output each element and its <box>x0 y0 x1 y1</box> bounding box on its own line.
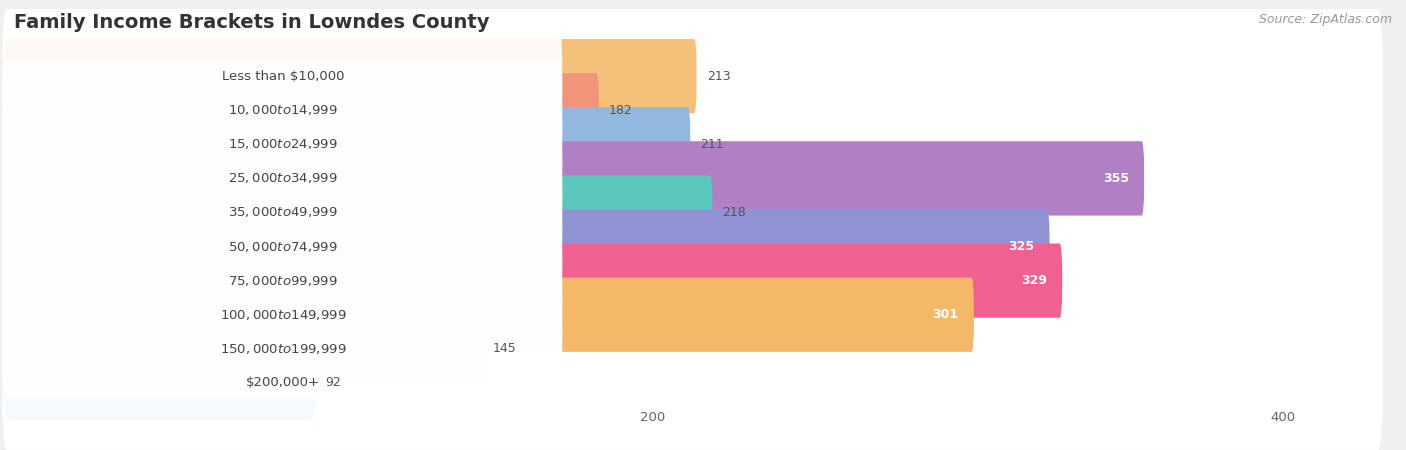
FancyBboxPatch shape <box>4 346 315 420</box>
FancyBboxPatch shape <box>4 39 696 113</box>
Text: 329: 329 <box>1021 274 1047 287</box>
FancyBboxPatch shape <box>3 129 562 228</box>
FancyBboxPatch shape <box>3 9 1382 143</box>
Text: Family Income Brackets in Lowndes County: Family Income Brackets in Lowndes County <box>14 14 489 32</box>
Text: $150,000 to $199,999: $150,000 to $199,999 <box>219 342 346 356</box>
FancyBboxPatch shape <box>3 197 562 296</box>
FancyBboxPatch shape <box>3 282 1382 416</box>
FancyBboxPatch shape <box>4 312 482 386</box>
Text: Less than $10,000: Less than $10,000 <box>222 70 344 83</box>
Text: 213: 213 <box>707 70 730 83</box>
FancyBboxPatch shape <box>3 27 562 126</box>
Text: 211: 211 <box>700 138 724 151</box>
FancyBboxPatch shape <box>3 299 562 398</box>
FancyBboxPatch shape <box>4 107 690 181</box>
FancyBboxPatch shape <box>3 94 562 194</box>
FancyBboxPatch shape <box>3 61 562 160</box>
FancyBboxPatch shape <box>4 176 713 250</box>
FancyBboxPatch shape <box>3 145 1382 279</box>
FancyBboxPatch shape <box>4 209 1049 284</box>
Text: 355: 355 <box>1102 172 1129 185</box>
Text: 301: 301 <box>932 308 959 321</box>
Text: 218: 218 <box>723 206 747 219</box>
Text: $100,000 to $149,999: $100,000 to $149,999 <box>219 308 346 322</box>
Text: $200,000+: $200,000+ <box>246 376 319 389</box>
Text: $35,000 to $49,999: $35,000 to $49,999 <box>228 206 337 220</box>
FancyBboxPatch shape <box>3 316 1382 450</box>
FancyBboxPatch shape <box>3 248 1382 382</box>
Text: $15,000 to $24,999: $15,000 to $24,999 <box>228 137 337 151</box>
FancyBboxPatch shape <box>4 243 1062 318</box>
FancyBboxPatch shape <box>4 278 974 352</box>
FancyBboxPatch shape <box>3 163 562 262</box>
FancyBboxPatch shape <box>3 231 562 330</box>
Text: $50,000 to $74,999: $50,000 to $74,999 <box>228 239 337 253</box>
FancyBboxPatch shape <box>3 180 1382 314</box>
FancyBboxPatch shape <box>3 111 1382 246</box>
FancyBboxPatch shape <box>3 213 1382 348</box>
Text: Source: ZipAtlas.com: Source: ZipAtlas.com <box>1258 14 1392 27</box>
FancyBboxPatch shape <box>3 43 1382 177</box>
Text: 182: 182 <box>609 104 633 117</box>
FancyBboxPatch shape <box>3 333 562 432</box>
FancyBboxPatch shape <box>4 141 1144 216</box>
Text: 325: 325 <box>1008 240 1035 253</box>
Text: 145: 145 <box>492 342 516 355</box>
Text: $25,000 to $34,999: $25,000 to $34,999 <box>228 171 337 185</box>
Text: 92: 92 <box>325 376 342 389</box>
FancyBboxPatch shape <box>3 265 562 365</box>
Text: $75,000 to $99,999: $75,000 to $99,999 <box>228 274 337 288</box>
Text: $10,000 to $14,999: $10,000 to $14,999 <box>228 103 337 117</box>
FancyBboxPatch shape <box>4 73 599 147</box>
FancyBboxPatch shape <box>3 77 1382 212</box>
